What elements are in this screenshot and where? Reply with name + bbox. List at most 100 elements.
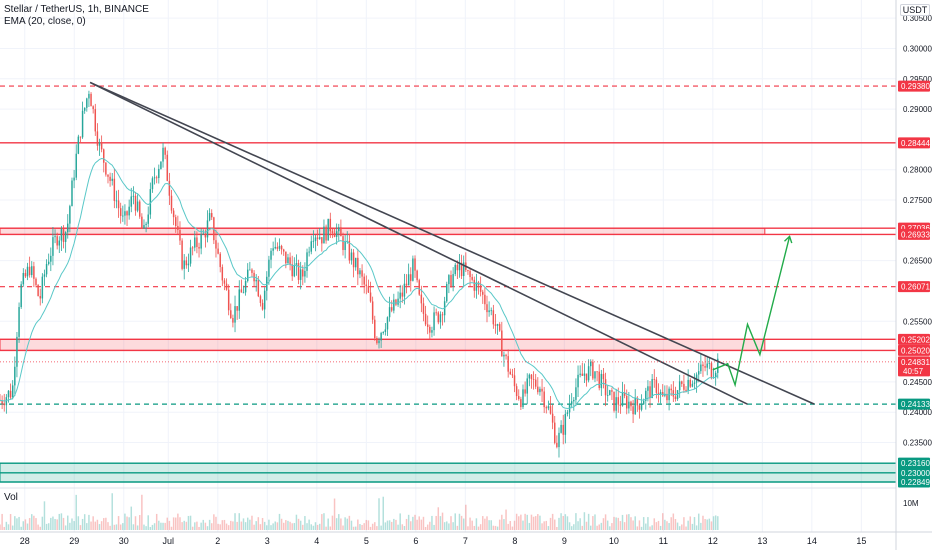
price-tick: 0.27500 [903, 196, 932, 205]
candle-body [113, 178, 116, 201]
price-axis[interactable]: 0.30500 0.30000 0.29500 0.29000 0.28000 0.275… [903, 14, 932, 508]
volume-bar [653, 518, 656, 530]
candle-body [136, 201, 139, 211]
indicator-label[interactable]: EMA (20, close, 0) [4, 16, 86, 27]
candle-body [198, 247, 200, 249]
candle-body [287, 257, 289, 264]
volume-bar [50, 517, 52, 530]
candle-body [232, 317, 234, 323]
candle-body [486, 304, 488, 313]
volume-bar [242, 518, 245, 530]
volume-bar [655, 522, 658, 530]
volume-bar [293, 523, 296, 530]
candle-body [291, 264, 293, 277]
candle-body [270, 250, 272, 260]
candle-body [575, 387, 577, 400]
volume-bar [573, 524, 575, 530]
volume-bar [700, 522, 702, 530]
candle-body [615, 397, 617, 411]
time-tick: 7 [463, 536, 468, 546]
volume-bar [249, 519, 251, 530]
candle-body [638, 405, 641, 410]
candle-body [7, 390, 10, 398]
candle-body [257, 279, 260, 297]
candle-body [20, 284, 22, 308]
volume-bar [717, 516, 719, 530]
volume-bar [232, 521, 234, 530]
candle-body [467, 269, 469, 272]
volume-bar [407, 514, 410, 530]
volume-bar [223, 519, 226, 530]
volume-bar [240, 521, 243, 530]
volume-bar [581, 525, 584, 530]
candle-body [496, 324, 499, 326]
volume-bar [88, 514, 90, 530]
volume-bar [238, 513, 241, 530]
level-badge-1-text: 0.28444 [901, 139, 930, 148]
candle-body [653, 379, 656, 380]
projection-path [712, 236, 791, 388]
volume-bar [630, 517, 632, 530]
candle-body [649, 386, 651, 399]
candle-body [532, 379, 535, 380]
time-tick: 30 [119, 536, 129, 546]
volume-bar [570, 526, 573, 530]
candle-body [537, 386, 539, 393]
candle-body [276, 246, 279, 249]
price-tick: 0.25500 [903, 317, 932, 326]
candle-body [431, 330, 433, 333]
volume-bar [272, 523, 274, 530]
candle-body [424, 313, 427, 325]
candle-body [433, 312, 435, 331]
volume-bar [636, 526, 639, 530]
volume-bar [708, 518, 711, 530]
candle-body [579, 373, 581, 375]
projection-arrow[interactable] [712, 235, 793, 388]
volume-bar [58, 513, 61, 530]
candle-body [710, 363, 713, 378]
volume-bar [327, 518, 329, 530]
volume-bar [558, 517, 560, 530]
volume-bar [100, 521, 103, 530]
volume-bar [94, 521, 97, 530]
volume-bar [155, 513, 158, 530]
candle-body [327, 218, 329, 241]
candle-body [261, 302, 264, 310]
symbol-title[interactable]: Stellar / TetherUS, 1h, BINANCE [4, 4, 149, 15]
level-badge-4-text: 0.26071 [901, 283, 930, 292]
candle-body [539, 388, 541, 393]
candle-body [143, 225, 145, 229]
time-axis[interactable]: 28 29 30 Jul 2 3 4 5 6 7 8 9 10 11 12 13 14 15 [20, 536, 867, 546]
volume-bar [81, 518, 84, 530]
candle-body [16, 336, 18, 367]
candle-body [289, 257, 291, 265]
volume-bar [143, 524, 145, 530]
volume-bar [96, 519, 99, 530]
candle-body [587, 366, 590, 381]
candle-body [331, 231, 334, 233]
candle-body [79, 136, 82, 138]
candles [0, 90, 719, 458]
volume-bar [642, 517, 645, 530]
trendlines[interactable] [89, 81, 815, 405]
candle-body [204, 233, 207, 238]
candle-body [558, 432, 560, 448]
volume-bar [628, 514, 630, 530]
volume-bar [75, 494, 77, 530]
level-badge-9-text: 0.23000 [901, 469, 930, 478]
volume-bar [460, 515, 463, 530]
candle-body [632, 406, 634, 415]
volume-bar [181, 522, 183, 530]
candle-body [490, 310, 492, 312]
candle-body [386, 317, 389, 330]
volume-bar [678, 526, 681, 530]
volume-bar [331, 515, 334, 530]
currency-unit[interactable]: USDT [900, 4, 930, 16]
candle-body [249, 269, 251, 271]
candle-body [90, 93, 92, 107]
volume-bar [560, 513, 562, 530]
volume-bar [554, 519, 556, 530]
candle-body [700, 364, 702, 372]
volume-bar [486, 516, 488, 530]
